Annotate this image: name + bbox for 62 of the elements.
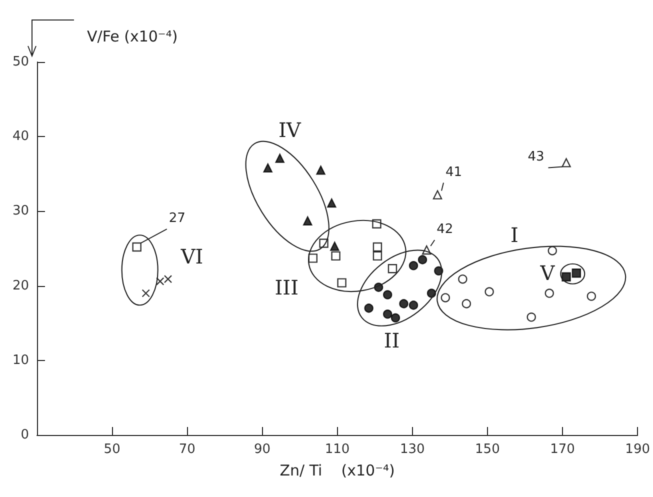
point: [399, 299, 408, 308]
point: [331, 251, 340, 261]
point: [372, 242, 382, 252]
point: [156, 277, 164, 286]
point: [132, 242, 142, 252]
point: [316, 166, 326, 175]
x-tick-label: 50: [104, 442, 120, 457]
x-tick-label: 110: [324, 442, 350, 457]
x-tick-label: 170: [550, 442, 575, 457]
y-axis-title: V/Fe (x10⁻⁴): [87, 28, 178, 46]
point: [388, 264, 398, 274]
annotation: I: [510, 223, 518, 248]
y-tick-label: 50: [12, 54, 29, 70]
point: [327, 198, 336, 208]
annotation: IV: [278, 118, 302, 142]
point: [337, 278, 346, 288]
point: [383, 310, 392, 319]
point: [526, 312, 536, 322]
x-tick-label: 70: [178, 442, 196, 457]
point: [458, 274, 468, 284]
point: [418, 255, 428, 264]
point: [263, 163, 272, 173]
point: [275, 154, 284, 163]
point: [364, 304, 374, 313]
annotation: 27: [168, 211, 186, 226]
point: [544, 288, 554, 298]
x-axis-title: Zn/ Ti (x10⁻⁴): [280, 462, 395, 480]
y-tick-label: 0: [20, 428, 29, 442]
point: [548, 246, 557, 256]
annotation: III: [274, 275, 298, 300]
point: [330, 242, 340, 251]
point: [408, 261, 418, 270]
point: [440, 293, 450, 302]
point: [308, 254, 318, 263]
annotation: II: [384, 328, 400, 352]
annotation: 42: [436, 222, 454, 237]
point: [383, 290, 392, 300]
y-tick-label: 20: [12, 278, 29, 294]
point: [164, 274, 172, 284]
annotation: V: [539, 261, 556, 286]
y-tick-label: 10: [12, 352, 29, 368]
point: [303, 216, 312, 226]
point: [462, 299, 472, 308]
point: [372, 251, 382, 261]
point: [562, 272, 571, 282]
annotation: 41: [446, 164, 462, 180]
annotation: 43: [528, 150, 544, 165]
point: [434, 266, 444, 276]
point: [390, 313, 400, 322]
x-tick-label: 190: [625, 442, 650, 457]
point: [586, 292, 596, 301]
annotation: VI: [180, 244, 204, 269]
y-tick-label: 30: [12, 204, 29, 219]
point: [484, 287, 494, 296]
point: [408, 300, 418, 310]
x-tick-label: 90: [254, 442, 270, 457]
point: [142, 289, 150, 298]
y-tick-label: 40: [12, 129, 29, 144]
point: [432, 190, 442, 200]
x-tick-label: 150: [475, 442, 500, 457]
x-tick-label: 130: [400, 442, 425, 457]
point: [562, 158, 571, 168]
